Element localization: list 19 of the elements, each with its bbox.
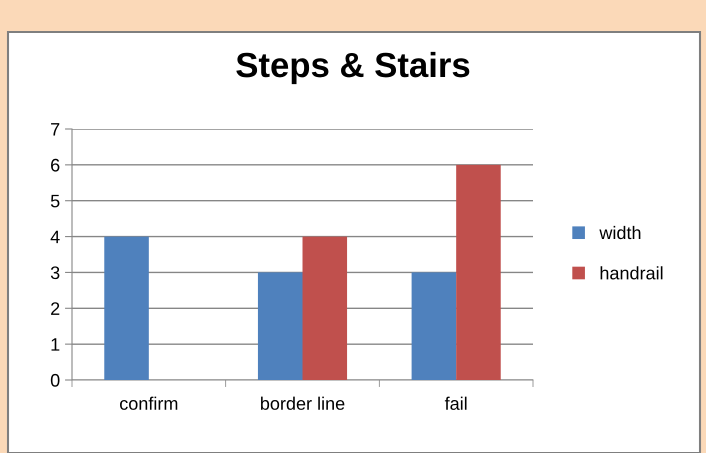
- y-tick-label: 5: [50, 194, 60, 208]
- x-tick-label: border line: [261, 396, 344, 410]
- legend-label: handrail: [600, 266, 662, 280]
- bar: [412, 272, 456, 380]
- y-tick-label: 2: [51, 302, 60, 315]
- x-tick-label: confirm: [120, 396, 178, 410]
- bar: [456, 164, 501, 380]
- bar: [302, 236, 348, 380]
- y-tick-label: 0: [50, 374, 60, 387]
- y-tick-label: 1: [52, 338, 60, 351]
- y-tick-label: 4: [50, 230, 60, 244]
- chart-title: Steps & Stairs: [236, 52, 470, 84]
- y-tick-label: 3: [50, 266, 60, 280]
- y-tick-label: 6: [51, 158, 60, 172]
- legend-label: width: [599, 226, 640, 240]
- bar: [258, 272, 302, 380]
- y-tick-label: 7: [51, 123, 60, 136]
- bar: [104, 236, 149, 380]
- x-tick-label: fail: [444, 396, 466, 410]
